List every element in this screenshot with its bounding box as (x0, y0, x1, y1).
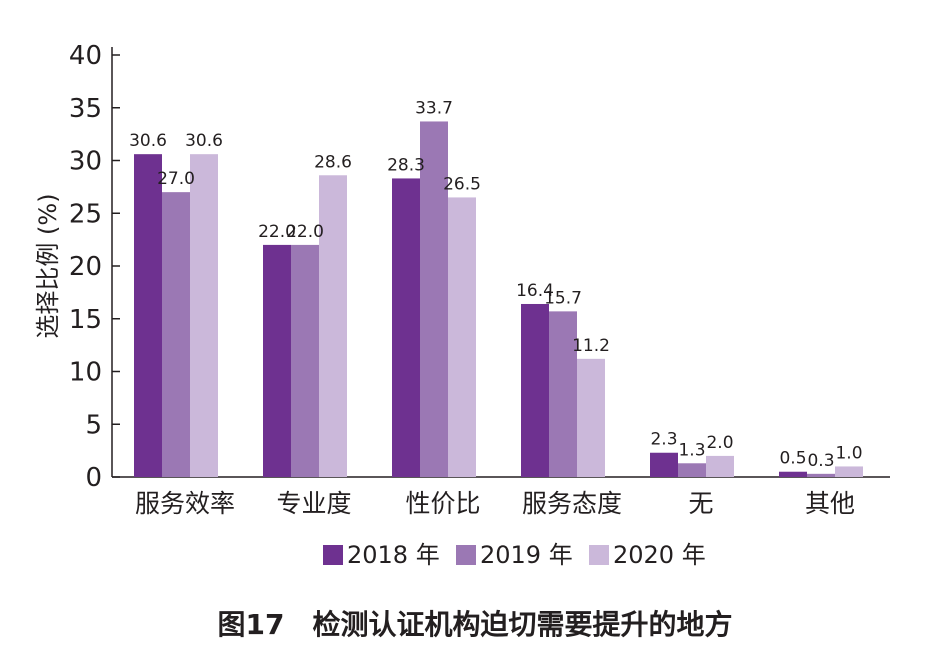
bar (706, 455, 734, 477)
bar (134, 154, 162, 478)
data-label: 2.3 (650, 430, 677, 450)
data-label: 1.3 (678, 440, 705, 460)
data-label: 27.0 (157, 169, 195, 189)
x-tick-label: 无 (688, 489, 713, 518)
data-label: 28.6 (314, 152, 352, 172)
legend-swatch (323, 545, 343, 565)
y-tick-label: 0 (85, 463, 102, 493)
data-label: 0.5 (779, 449, 806, 469)
data-label: 26.5 (443, 174, 481, 194)
data-label: 16.4 (516, 281, 554, 301)
x-tick-label: 性价比 (405, 489, 480, 518)
legend-label: 2019 年 (480, 541, 573, 569)
data-label: 28.3 (387, 155, 425, 175)
data-label: 15.7 (544, 288, 582, 308)
y-tick-label: 20 (69, 252, 102, 282)
bar (162, 192, 190, 477)
bar (521, 303, 549, 477)
x-tick-label: 专业度 (276, 489, 351, 518)
data-label: 0.3 (807, 451, 834, 471)
bar (779, 471, 807, 477)
x-tick-label: 服务态度 (522, 489, 622, 518)
data-labels: 30.6 27.0 30.6 22.022.0 28.6 28.3 33.7 26.5 16.4… (129, 98, 862, 470)
legend-swatch (589, 545, 609, 565)
y-tick-label: 15 (69, 305, 102, 335)
bar (392, 178, 420, 477)
bar (319, 175, 347, 477)
bar (263, 244, 291, 477)
y-tick-label: 5 (85, 410, 102, 440)
y-tick-label: 35 (69, 94, 102, 124)
data-label: 2.0 (706, 433, 733, 453)
y-tick-label: 25 (69, 199, 102, 229)
data-label: 1.0 (835, 443, 862, 463)
bar (807, 473, 835, 477)
data-label: 22.0 (286, 222, 324, 242)
chart-title: 图17 检测认证机构迫切需要提升的地方 (218, 608, 733, 641)
x-tick-label: 服务效率 (135, 489, 235, 518)
data-label: 30.6 (185, 131, 223, 151)
axes: 0 5 10 15 20 25 30 35 40 服务效率 专业度 性价比 服务态度 无 其他 (69, 41, 890, 518)
bar (190, 154, 218, 478)
y-tick-label: 30 (69, 147, 102, 177)
data-label: 33.7 (415, 98, 453, 118)
x-tick-label: 其他 (805, 489, 855, 518)
bar (577, 358, 605, 477)
legend-label: 2018 年 (347, 541, 440, 569)
bar (835, 466, 863, 477)
data-label: 11.2 (572, 336, 610, 356)
data-label: 22.0 (258, 222, 296, 242)
bar (420, 121, 448, 477)
bar (448, 197, 476, 478)
legend: 2018 年 2019 年 2020 年 (323, 541, 706, 569)
bar (678, 463, 706, 477)
y-tick-label: 40 (69, 41, 102, 71)
y-axis-label: 选择比例 (%) (34, 193, 62, 338)
legend-swatch (456, 545, 476, 565)
data-label: 30.6 (129, 131, 167, 151)
bar (549, 311, 577, 477)
bar (291, 244, 319, 477)
y-tick-label: 10 (69, 358, 102, 388)
bars (134, 121, 863, 478)
legend-label: 2020 年 (613, 541, 706, 569)
bar (650, 452, 678, 477)
